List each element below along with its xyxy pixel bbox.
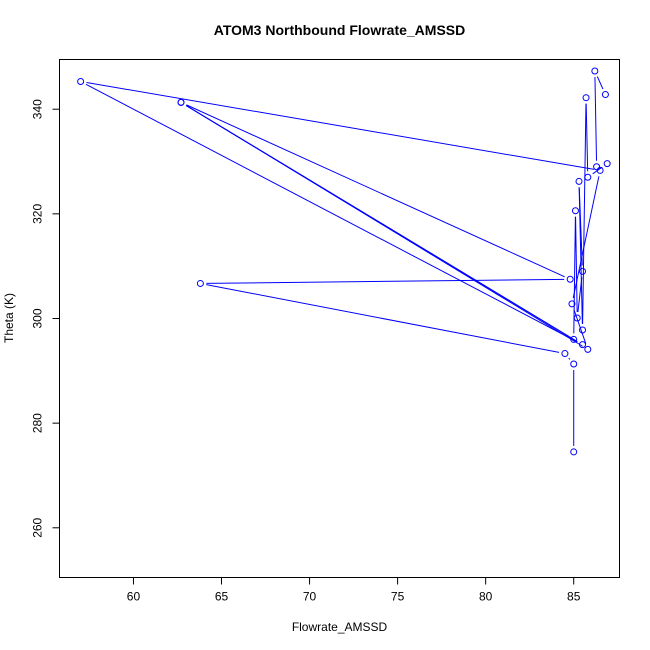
x-tick-label: 85 <box>567 590 581 604</box>
x-tick-label: 70 <box>303 590 317 604</box>
data-point-marker <box>77 77 85 85</box>
data-point-marker <box>568 300 576 308</box>
data-point-marker <box>591 67 599 75</box>
series-segment <box>85 83 578 343</box>
y-axis-label: Theta (K) <box>2 293 16 343</box>
data-point-marker <box>601 91 609 99</box>
series-segment <box>573 216 576 334</box>
data-point-marker <box>561 350 569 358</box>
series-segment <box>206 278 565 284</box>
x-axis-label: Flowrate_AMSSD <box>292 620 388 634</box>
series-segment <box>585 103 589 172</box>
series-segment <box>185 105 569 337</box>
data-point-marker <box>603 160 611 168</box>
plot-area-frame <box>59 59 620 578</box>
y-tick-label: 260 <box>31 517 45 537</box>
series-segment <box>575 216 578 312</box>
series-segment <box>572 176 600 299</box>
data-point-marker <box>566 275 574 283</box>
data-point-marker <box>575 177 583 185</box>
data-point-marker <box>177 98 185 106</box>
x-tick-label: 75 <box>391 590 405 604</box>
data-point-marker <box>573 314 581 322</box>
data-point-marker <box>196 279 204 287</box>
data-point-marker <box>584 345 592 353</box>
data-point-marker <box>570 360 578 368</box>
y-tick-label: 320 <box>31 204 45 224</box>
series-segment <box>86 81 595 170</box>
y-tick-label: 340 <box>31 99 45 119</box>
chart-title: ATOM3 Northbound Flowrate_AMSSD <box>214 22 465 38</box>
data-point-marker <box>570 335 578 343</box>
data-point-marker <box>571 207 579 215</box>
data-point-marker <box>582 94 590 102</box>
data-point-marker <box>579 267 587 275</box>
y-tick-label: 280 <box>31 413 45 433</box>
series-segment <box>596 76 604 90</box>
series-segment <box>582 103 587 325</box>
data-point-marker <box>596 166 604 174</box>
x-tick-label: 60 <box>127 590 141 604</box>
series-segment <box>568 357 571 360</box>
series-layer <box>77 67 611 456</box>
data-point-marker <box>570 448 578 456</box>
x-tick-label: 80 <box>479 590 493 604</box>
y-tick-label: 300 <box>31 308 45 328</box>
data-point-marker <box>584 173 592 181</box>
x-tick-label: 65 <box>215 590 229 604</box>
x-axis: 60 65 70 75 80 85 <box>127 577 581 604</box>
series-segment <box>206 284 560 353</box>
data-point-marker <box>579 341 587 349</box>
data-point-marker <box>579 326 587 334</box>
series-segment <box>578 187 583 325</box>
series-segment <box>573 309 587 344</box>
series-segment <box>594 77 597 161</box>
data-point-marker <box>593 163 601 171</box>
y-axis: 260 280 300 320 340 <box>31 99 60 538</box>
series-segment <box>186 104 565 278</box>
